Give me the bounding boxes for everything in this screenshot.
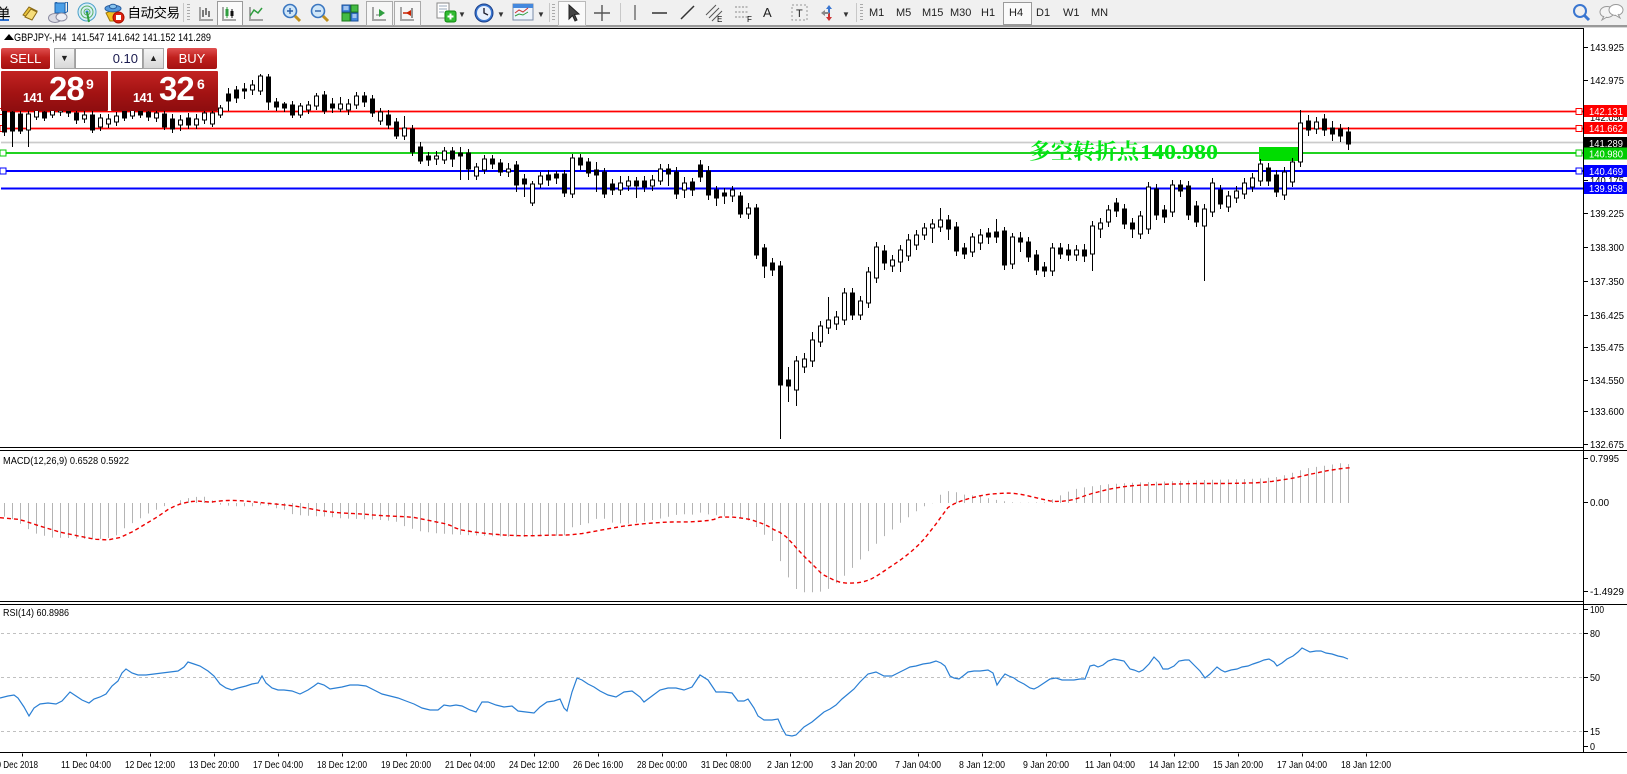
svg-text:136.425: 136.425 bbox=[1590, 310, 1624, 322]
svg-text:132.675: 132.675 bbox=[1590, 439, 1624, 451]
svg-text:0.00: 0.00 bbox=[1590, 497, 1609, 509]
svg-text:140.980: 140.980 bbox=[1140, 140, 1218, 164]
svg-text:11 Dec 04:00: 11 Dec 04:00 bbox=[61, 759, 111, 771]
svg-text:7 Jan 04:00: 7 Jan 04:00 bbox=[895, 759, 941, 771]
svg-text:3 Jan 20:00: 3 Jan 20:00 bbox=[831, 759, 877, 771]
svg-text:-1.4929: -1.4929 bbox=[1590, 586, 1624, 598]
svg-text:141.662: 141.662 bbox=[1589, 123, 1623, 135]
svg-text:140.980: 140.980 bbox=[1589, 149, 1623, 161]
svg-text:139.225: 139.225 bbox=[1590, 208, 1624, 220]
svg-text:142.975: 142.975 bbox=[1590, 75, 1624, 87]
svg-text:RSI(14) 60.8986: RSI(14) 60.8986 bbox=[3, 607, 69, 619]
svg-text:139.958: 139.958 bbox=[1589, 183, 1623, 195]
svg-text:15 Jan 20:00: 15 Jan 20:00 bbox=[1213, 759, 1263, 771]
svg-text:100: 100 bbox=[1590, 604, 1604, 616]
svg-text:MACD(12,26,9) 0.6528 0.5922: MACD(12,26,9) 0.6528 0.5922 bbox=[3, 455, 129, 467]
svg-text:9 Jan 20:00: 9 Jan 20:00 bbox=[1023, 759, 1069, 771]
svg-text:135.475: 135.475 bbox=[1590, 342, 1624, 354]
svg-text:13 Dec 20:00: 13 Dec 20:00 bbox=[189, 759, 239, 771]
svg-text:17 Dec 04:00: 17 Dec 04:00 bbox=[253, 759, 303, 771]
svg-text:0: 0 bbox=[1590, 741, 1595, 753]
svg-text:17 Jan 04:00: 17 Jan 04:00 bbox=[1277, 759, 1327, 771]
svg-text:137.350: 137.350 bbox=[1590, 276, 1624, 288]
svg-text:14 Jan 12:00: 14 Jan 12:00 bbox=[1149, 759, 1199, 771]
svg-text:10 Dec 2018: 10 Dec 2018 bbox=[0, 759, 38, 771]
svg-text:0.7995: 0.7995 bbox=[1590, 453, 1619, 465]
svg-text:8 Jan 12:00: 8 Jan 12:00 bbox=[959, 759, 1005, 771]
svg-text:133.600: 133.600 bbox=[1590, 406, 1624, 418]
svg-text:28 Dec 00:00: 28 Dec 00:00 bbox=[637, 759, 687, 771]
svg-text:15: 15 bbox=[1590, 726, 1600, 738]
svg-text:T: T bbox=[796, 8, 803, 20]
svg-text:140.469: 140.469 bbox=[1589, 166, 1623, 178]
svg-text:142.131: 142.131 bbox=[1589, 106, 1623, 118]
svg-text:11 Jan 04:00: 11 Jan 04:00 bbox=[1085, 759, 1135, 771]
svg-text:31 Dec 08:00: 31 Dec 08:00 bbox=[701, 759, 751, 771]
svg-text:18 Jan 12:00: 18 Jan 12:00 bbox=[1341, 759, 1391, 771]
svg-text:12 Dec 12:00: 12 Dec 12:00 bbox=[125, 759, 175, 771]
svg-text:143.925: 143.925 bbox=[1590, 42, 1624, 54]
svg-text:134.550: 134.550 bbox=[1590, 375, 1624, 387]
svg-text:19 Dec 20:00: 19 Dec 20:00 bbox=[381, 759, 431, 771]
svg-text:GBPJPY-,H4 141.547 141.642 14: GBPJPY-,H4 141.547 141.642 141.152 141.2… bbox=[14, 32, 211, 44]
svg-text:18 Dec 12:00: 18 Dec 12:00 bbox=[317, 759, 367, 771]
svg-text:F: F bbox=[747, 15, 752, 24]
svg-text:21 Dec 04:00: 21 Dec 04:00 bbox=[445, 759, 495, 771]
svg-text:26 Dec 16:00: 26 Dec 16:00 bbox=[573, 759, 623, 771]
svg-text:E: E bbox=[717, 15, 722, 24]
svg-text:24 Dec 12:00: 24 Dec 12:00 bbox=[509, 759, 559, 771]
svg-text:138.300: 138.300 bbox=[1590, 242, 1624, 254]
svg-text:80: 80 bbox=[1590, 628, 1600, 640]
svg-text:141.289: 141.289 bbox=[1589, 138, 1623, 150]
svg-text:50: 50 bbox=[1590, 672, 1600, 684]
svg-text:2 Jan 12:00: 2 Jan 12:00 bbox=[767, 759, 813, 771]
